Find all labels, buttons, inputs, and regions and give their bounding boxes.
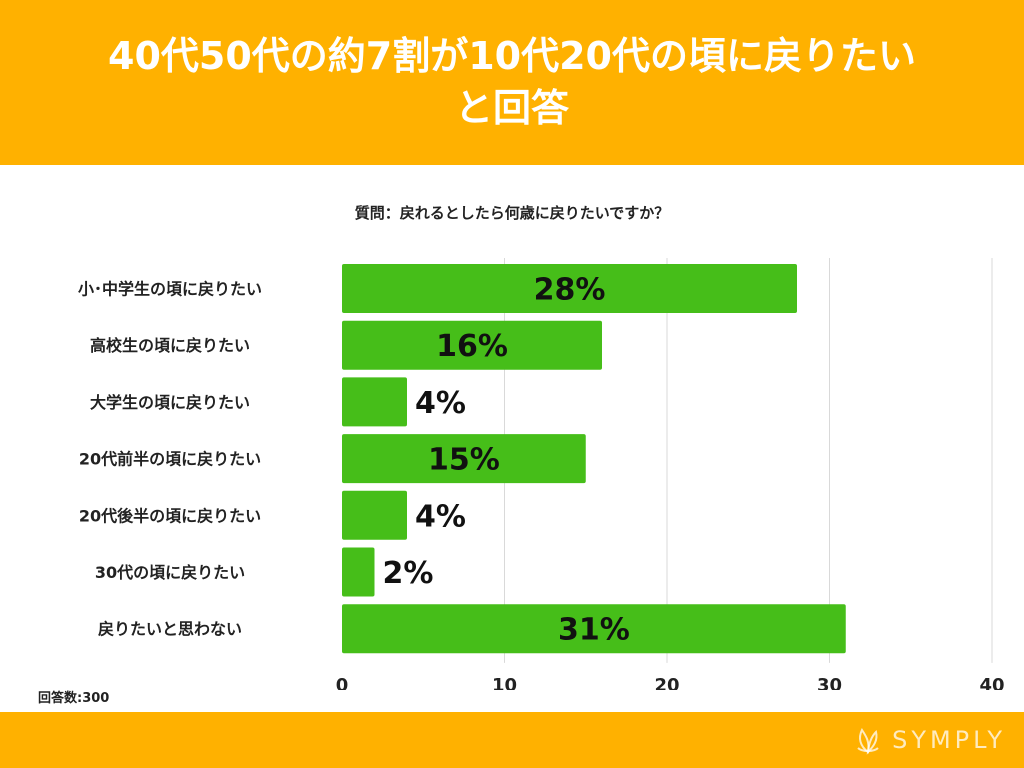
x-tick-label: 0 [336,675,349,690]
page-title-line-1: 40代50代の約7割が10代20代の頃に戻りたい [108,34,916,78]
data-label: 4% [415,386,466,421]
x-tick-label: 40 [979,675,1004,690]
category-label: 20代前半の頃に戻りたい [79,450,261,469]
bar [342,434,586,484]
x-tick-label: 30 [817,675,842,690]
bar [342,377,407,427]
data-label: 4% [415,499,466,534]
footer-banner: SYMPLY [0,712,1024,768]
bar [342,547,375,597]
x-tick-label: 20 [654,675,679,690]
bar [342,490,407,540]
data-label: 31% [558,613,630,648]
chart-title: 質問：戻れるとしたら何歳に戻りたいですか？ [354,204,670,222]
leaf-logo-icon [857,728,879,755]
data-label: 28% [534,273,606,308]
title-banner: 40代50代の約7割が10代20代の頃に戻りたい と回答 [0,0,1024,165]
page-title: 40代50代の約7割が10代20代の頃に戻りたい と回答 [40,30,984,134]
category-label: 30代の頃に戻りたい [95,563,245,582]
category-label: 大学生の頃に戻りたい [90,393,250,412]
category-label: 20代後半の頃に戻りたい [79,506,261,525]
data-label: 15% [428,443,500,478]
brand-logo: SYMPLY [852,724,1006,756]
bar [342,320,602,370]
category-label: 高校生の頃に戻りたい [90,336,250,355]
x-tick-label: 10 [492,675,517,690]
category-label: 小･中学生の頃に戻りたい [78,280,262,299]
respondent-count: 回答数:300 [38,691,110,706]
page-title-line-2: と回答 [454,86,569,130]
category-label: 戻りたいと思わない [97,620,242,639]
bar [342,264,797,313]
brand-name: SYMPLY [892,726,1006,754]
bar-chart: 0 10 20 30 40 小･中学生の頃に戻りたい 28% 高校生の頃に戻りたい 16% 大学生… [78,258,1005,690]
data-label: 16% [436,329,508,364]
bar [342,604,846,654]
data-label: 2% [383,556,434,591]
